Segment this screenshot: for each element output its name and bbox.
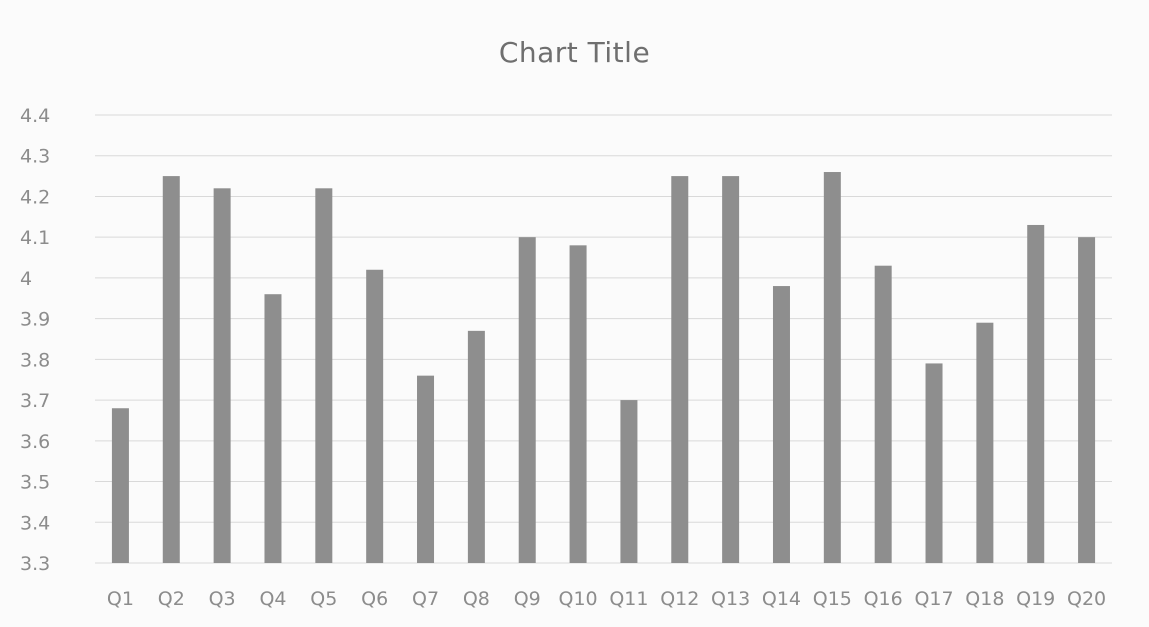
x-category-label: Q19	[1016, 588, 1055, 610]
x-category-label: Q9	[514, 588, 541, 610]
bar-q18	[976, 322, 994, 563]
y-tick-label: 3.8	[20, 349, 50, 371]
x-category-label: Q2	[158, 588, 185, 610]
x-category-label: Q3	[209, 588, 236, 610]
y-tick-label: 4.1	[20, 227, 50, 249]
x-category-label: Q1	[107, 588, 134, 610]
x-category-label: Q4	[259, 588, 286, 610]
bar-q13	[722, 176, 740, 563]
x-axis-category-labels: Q1 Q2 Q3 Q4 Q5 Q6 Q7 Q8 Q9 Q10 Q11 Q12 Q13 Q14 Q15 Q16 Q…	[107, 588, 1106, 610]
y-tick-label: 3.9	[20, 309, 50, 331]
bar-q4	[264, 294, 282, 563]
x-category-label: Q17	[914, 588, 953, 610]
y-tick-label: 4.3	[20, 146, 50, 168]
y-tick-label: 3.5	[20, 472, 50, 494]
bars	[111, 172, 1096, 564]
x-category-label: Q11	[609, 588, 648, 610]
x-category-label: Q6	[361, 588, 388, 610]
gridlines	[95, 114, 1112, 564]
y-tick-label: 3.3	[20, 553, 50, 575]
bar-q7	[417, 375, 435, 563]
y-tick-label: 3.4	[20, 512, 50, 534]
bar-q16	[874, 265, 892, 563]
y-tick-label: 4.2	[20, 186, 50, 208]
bar-q10	[569, 245, 587, 563]
x-category-label: Q14	[762, 588, 801, 610]
bar-q14	[772, 286, 790, 563]
bar-q19	[1027, 224, 1045, 564]
y-tick-label: 4	[20, 268, 32, 290]
x-category-label: Q18	[965, 588, 1004, 610]
x-category-label: Q7	[412, 588, 439, 610]
y-tick-label: 3.6	[20, 431, 50, 453]
chart-title: Chart Title	[498, 36, 651, 69]
bar-q17	[925, 363, 943, 563]
y-tick-label: 4.4	[20, 105, 50, 127]
bar-q9	[518, 237, 536, 563]
y-tick-label: 3.7	[20, 390, 50, 412]
x-category-label: Q5	[310, 588, 337, 610]
x-category-label: Q13	[711, 588, 750, 610]
bar-q12	[671, 176, 689, 563]
x-category-label: Q10	[559, 588, 598, 610]
x-category-label: Q20	[1067, 588, 1106, 610]
x-category-label: Q16	[864, 588, 903, 610]
bar-q2	[162, 176, 180, 563]
bar-q11	[620, 400, 638, 563]
x-category-label: Q8	[463, 588, 490, 610]
bar-q8	[467, 330, 485, 563]
bar-q15	[823, 172, 841, 563]
y-axis-tick-labels: 3.3 3.4 3.5 3.6 3.7 3.8 3.9 4 4.1 4.2 4.3 4.4	[20, 105, 50, 575]
bar-q6	[366, 269, 384, 563]
bar-q5	[315, 188, 333, 564]
x-category-label: Q12	[660, 588, 699, 610]
x-category-label: Q15	[813, 588, 852, 610]
bar-q1	[111, 408, 129, 563]
bar-q20	[1078, 237, 1096, 563]
bar-q3	[213, 188, 231, 564]
